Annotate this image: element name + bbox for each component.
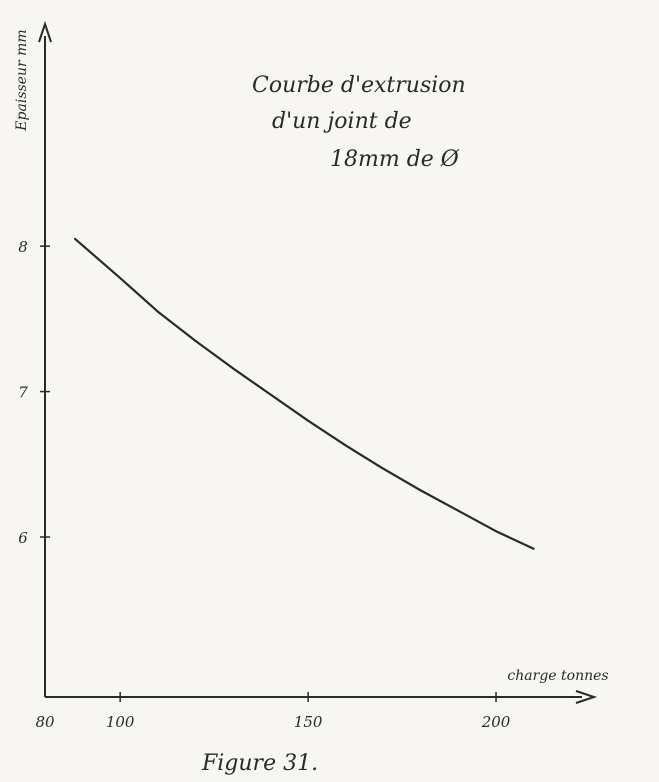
ticks: 80 100 150 200 6 7 8 bbox=[18, 238, 511, 731]
series-line bbox=[73, 237, 535, 550]
chart-title-line-2: d'un joint de bbox=[272, 109, 412, 134]
y-axis-arrow bbox=[38, 20, 52, 43]
figure-caption: Figure 31. bbox=[201, 751, 318, 776]
x-axis-label: charge tonnes bbox=[507, 668, 608, 684]
y-tick-label: 8 bbox=[18, 238, 28, 256]
series bbox=[73, 237, 535, 550]
chart-title-line-1: Courbe d'extrusion bbox=[252, 73, 466, 98]
chart-title-line-3: 18mm de Ø bbox=[330, 147, 460, 172]
x-tick-label: 150 bbox=[294, 713, 323, 731]
x-tick-label: 80 bbox=[35, 713, 55, 731]
x-tick-label: 100 bbox=[106, 713, 135, 731]
y-tick-label: 6 bbox=[18, 529, 28, 547]
y-tick-label: 7 bbox=[18, 384, 28, 402]
x-tick-label: 200 bbox=[481, 713, 511, 731]
axes bbox=[38, 20, 598, 704]
y-axis-label: Epaisseur mm bbox=[14, 29, 30, 131]
x-axis-arrow bbox=[575, 690, 598, 704]
